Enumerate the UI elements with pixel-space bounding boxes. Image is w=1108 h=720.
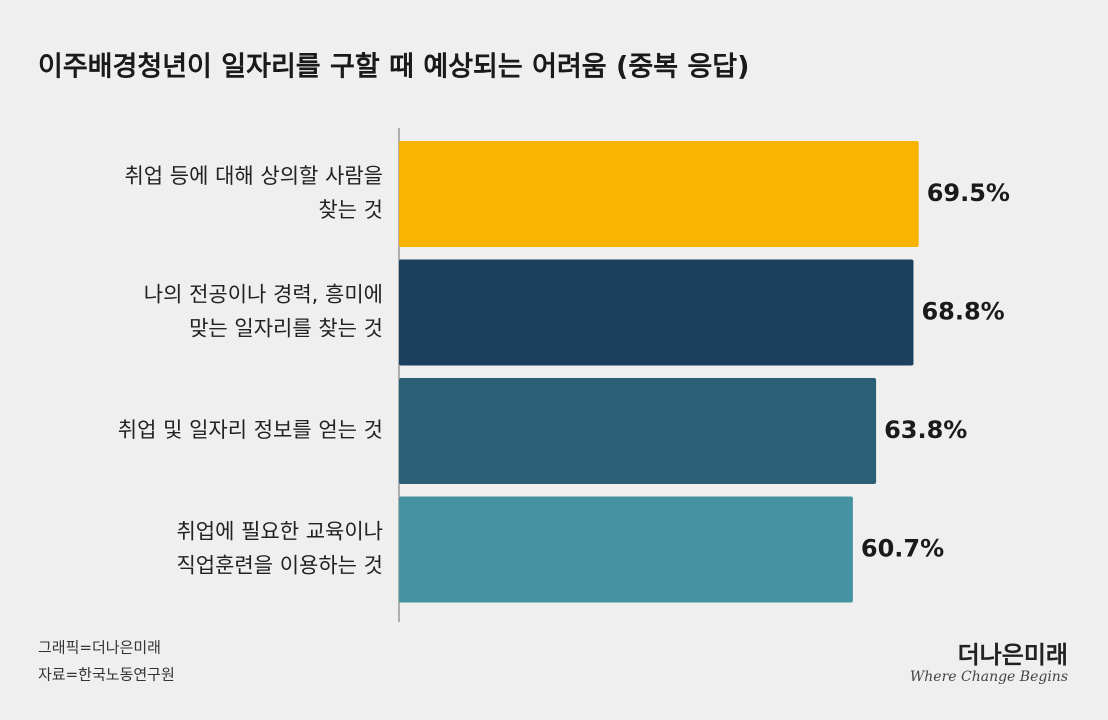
note: 자료=한국노동연구원: [38, 666, 175, 684]
category-label: 나의 전공이나 경력, 흥미에 맞는 일자리를 찾는 것: [144, 283, 383, 341]
bar: [399, 259, 914, 366]
value-label: 69.5%: [927, 179, 1010, 207]
logo-tagline: Where Change Begins: [910, 669, 1068, 685]
category-label: 취업 등에 대해 상의할 사람을 찾는 것: [124, 164, 383, 222]
category-label: 취업에 필요한 교육이나 직업훈련을 이용하는 것: [176, 520, 383, 578]
value-label: 60.7%: [861, 535, 944, 563]
bar: [399, 378, 877, 484]
value-label: 63.8%: [884, 416, 967, 444]
category-label: 취업 및 일자리 정보를 얻는 것: [118, 418, 383, 442]
note: 그래픽=더나은미래: [38, 639, 161, 657]
chart-title: 이주배경청년이 일자리를 구할 때 예상되는 어려움 (중복 응답): [38, 52, 749, 83]
bar: [399, 496, 853, 603]
logo-name: 더나은미래: [958, 641, 1068, 669]
value-label: 68.8%: [921, 298, 1004, 326]
bar: [399, 141, 919, 247]
